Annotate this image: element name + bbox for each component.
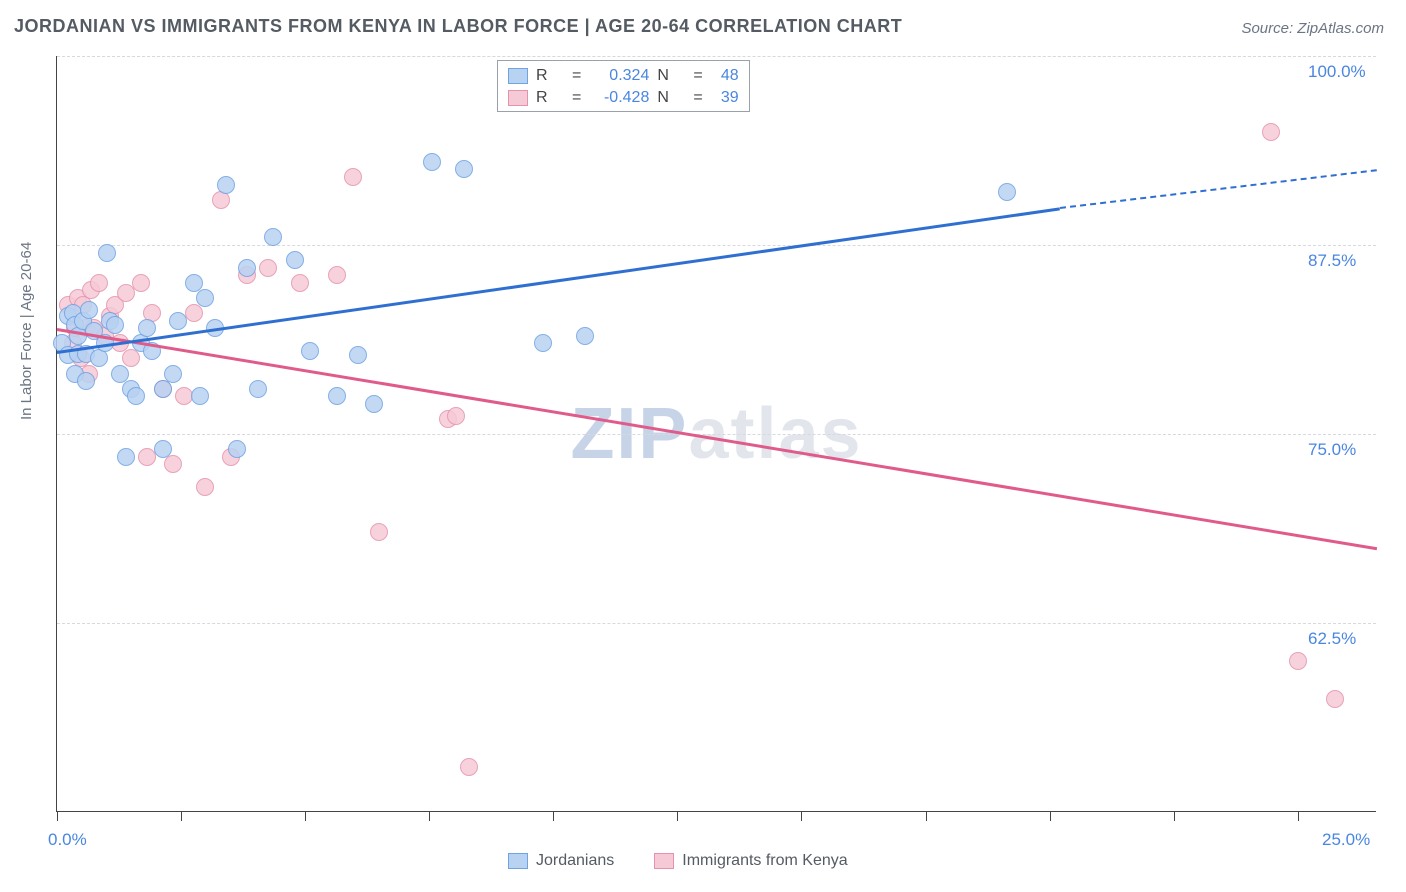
scatter-point-a — [77, 372, 95, 390]
scatter-point-a — [106, 316, 124, 334]
scatter-point-b — [259, 259, 277, 277]
correlation-stats-box: R = 0.324 N = 48 R = -0.428 N = 39 — [497, 60, 750, 112]
stat-eq: = — [572, 65, 581, 87]
scatter-point-a — [228, 440, 246, 458]
scatter-point-b — [1289, 652, 1307, 670]
scatter-point-b — [90, 274, 108, 292]
scatter-point-a — [138, 319, 156, 337]
scatter-point-a — [286, 251, 304, 269]
stat-label-r: R — [536, 87, 564, 109]
scatter-point-a — [191, 387, 209, 405]
scatter-point-b — [291, 274, 309, 292]
y-axis-tick-label: 75.0% — [1308, 440, 1356, 460]
chart-container: JORDANIAN VS IMMIGRANTS FROM KENYA IN LA… — [0, 0, 1406, 892]
x-axis-tick — [1174, 811, 1175, 821]
trendline-b — [57, 328, 1377, 550]
scatter-point-a — [117, 448, 135, 466]
scatter-point-a — [534, 334, 552, 352]
legend-label-b: Immigrants from Kenya — [682, 852, 847, 870]
trendline-a — [57, 207, 1061, 354]
scatter-point-b — [370, 523, 388, 541]
stat-r-b: -0.428 — [589, 87, 649, 109]
swatch-series-a — [508, 68, 528, 84]
stats-row-a: R = 0.324 N = 48 — [508, 65, 739, 87]
scatter-point-a — [169, 312, 187, 330]
swatch-series-b — [654, 853, 674, 869]
scatter-point-b — [447, 407, 465, 425]
source-attribution: Source: ZipAtlas.com — [1241, 20, 1384, 37]
scatter-point-b — [328, 266, 346, 284]
scatter-point-b — [196, 478, 214, 496]
stat-r-a: 0.324 — [589, 65, 649, 87]
chart-title: JORDANIAN VS IMMIGRANTS FROM KENYA IN LA… — [14, 16, 902, 37]
x-axis-tick — [926, 811, 927, 821]
scatter-point-a — [217, 176, 235, 194]
swatch-series-a — [508, 853, 528, 869]
scatter-point-b — [344, 168, 362, 186]
scatter-point-a — [423, 153, 441, 171]
stat-label-n: N — [657, 65, 685, 87]
x-axis-tick — [305, 811, 306, 821]
stat-label-r: R — [536, 65, 564, 87]
x-axis-max-label: 25.0% — [1322, 830, 1370, 850]
scatter-point-a — [349, 346, 367, 364]
scatter-point-a — [576, 327, 594, 345]
scatter-point-a — [238, 259, 256, 277]
legend: Jordanians Immigrants from Kenya — [508, 852, 848, 870]
scatter-point-a — [455, 160, 473, 178]
scatter-point-b — [1326, 690, 1344, 708]
scatter-point-a — [249, 380, 267, 398]
x-axis-tick — [1050, 811, 1051, 821]
x-axis-tick — [801, 811, 802, 821]
scatter-point-a — [328, 387, 346, 405]
scatter-point-a — [264, 228, 282, 246]
y-axis-label: In Labor Force | Age 20-64 — [18, 242, 35, 420]
scatter-point-b — [164, 455, 182, 473]
plot-area: ZIPatlas R = 0.324 N = 48 R = -0.428 N =… — [56, 56, 1376, 812]
legend-item-a: Jordanians — [508, 852, 614, 870]
scatter-point-a — [998, 183, 1016, 201]
stat-eq: = — [693, 65, 702, 87]
stat-n-b: 39 — [711, 87, 739, 109]
x-axis-tick — [1298, 811, 1299, 821]
y-axis-tick-label: 100.0% — [1308, 62, 1366, 82]
gridline-h — [57, 245, 1376, 246]
stat-eq: = — [572, 87, 581, 109]
scatter-point-a — [365, 395, 383, 413]
legend-item-b: Immigrants from Kenya — [654, 852, 847, 870]
scatter-point-a — [301, 342, 319, 360]
scatter-point-b — [460, 758, 478, 776]
scatter-point-a — [154, 380, 172, 398]
scatter-point-a — [127, 387, 145, 405]
scatter-point-a — [80, 301, 98, 319]
legend-label-a: Jordanians — [536, 852, 614, 870]
x-axis-tick — [57, 811, 58, 821]
gridline-h — [57, 434, 1376, 435]
scatter-point-a — [98, 244, 116, 262]
stats-row-b: R = -0.428 N = 39 — [508, 87, 739, 109]
x-axis-tick — [553, 811, 554, 821]
scatter-point-b — [117, 284, 135, 302]
x-axis-min-label: 0.0% — [48, 830, 87, 850]
gridline-h — [57, 623, 1376, 624]
gridline-h — [57, 56, 1376, 57]
scatter-point-a — [196, 289, 214, 307]
stat-n-a: 48 — [711, 65, 739, 87]
swatch-series-b — [508, 90, 528, 106]
stat-label-n: N — [657, 87, 685, 109]
scatter-point-b — [132, 274, 150, 292]
y-axis-tick-label: 62.5% — [1308, 629, 1356, 649]
x-axis-tick — [429, 811, 430, 821]
scatter-point-b — [1262, 123, 1280, 141]
x-axis-tick — [181, 811, 182, 821]
y-axis-tick-label: 87.5% — [1308, 251, 1356, 271]
scatter-point-a — [164, 365, 182, 383]
stat-eq: = — [693, 87, 702, 109]
trendline-a-extrapolated — [1060, 169, 1377, 209]
scatter-point-b — [185, 304, 203, 322]
x-axis-tick — [677, 811, 678, 821]
scatter-point-a — [154, 440, 172, 458]
